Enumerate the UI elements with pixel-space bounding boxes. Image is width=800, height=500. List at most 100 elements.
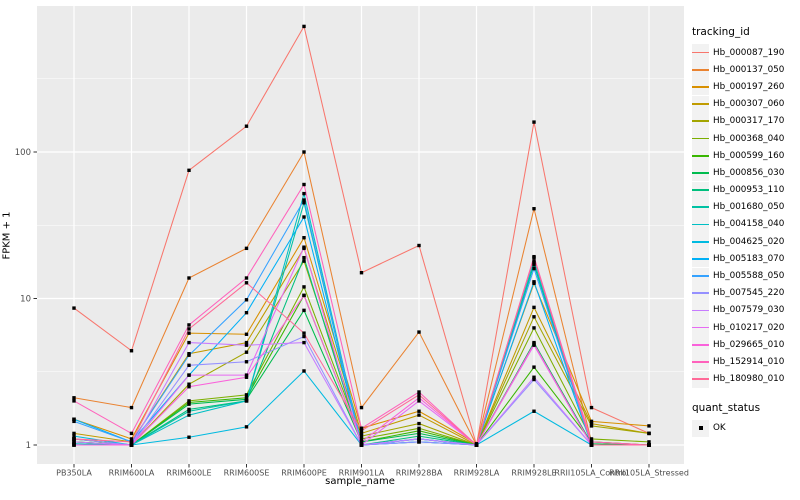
data-point: [417, 390, 421, 394]
legend-item-label: Hb_005588_050: [713, 271, 785, 282]
data-point: [532, 365, 536, 369]
panel-background: [37, 6, 684, 464]
data-point: [359, 426, 364, 431]
data-point: [589, 419, 594, 424]
data-point: [359, 271, 364, 275]
data-point: [187, 435, 191, 439]
legend-key-square-swatch: [692, 419, 709, 437]
data-point: [72, 440, 76, 444]
data-point: [187, 353, 191, 357]
data-point: [244, 373, 249, 377]
legend-line-icon: [692, 275, 709, 277]
data-point: [72, 437, 76, 441]
data-point: [244, 375, 249, 379]
data-point: [72, 443, 76, 447]
legend-key-line-swatch: [692, 44, 709, 62]
data-point: [244, 276, 249, 280]
data-point: [417, 413, 421, 417]
legend-title-tracking-id: tracking_id: [692, 26, 750, 38]
legend-line-icon: [692, 172, 709, 174]
data-point: [244, 246, 249, 251]
x-tick-label: RRIM928LE: [511, 469, 556, 478]
legend-key-line-swatch: [692, 250, 709, 268]
data-point: [532, 255, 536, 260]
data-point: [302, 201, 306, 205]
data-point: [647, 431, 651, 436]
legend-item-label: Hb_005183_070: [713, 253, 785, 264]
data-point: [72, 399, 76, 403]
data-point: [532, 409, 536, 413]
legend-line-icon: [692, 378, 709, 381]
legend: tracking_id Hb_000087_190 Hb_000137_050 Hb…: [692, 26, 798, 437]
legend-key-line-swatch: [692, 112, 709, 130]
legend-item-label: Hb_000317_170: [713, 116, 785, 127]
data-point: [417, 426, 421, 431]
legend-key-line-swatch: [692, 353, 709, 371]
data-point: [244, 425, 249, 429]
legend-item-label: Hb_000307_060: [713, 99, 785, 110]
data-point: [359, 431, 364, 436]
data-point: [417, 429, 421, 433]
legend-item-label: Hb_152914_010: [713, 356, 785, 367]
data-point: [244, 350, 249, 354]
legend-item-label: Hb_000137_050: [713, 64, 785, 75]
data-point: [647, 440, 651, 444]
legend-item-label: Hb_010217_020: [713, 322, 785, 333]
legend-key-line-swatch: [692, 301, 709, 319]
x-tick-label: RRIM600PE: [281, 469, 327, 478]
data-point: [187, 385, 191, 389]
legend-line-icon: [692, 326, 709, 329]
data-point: [302, 255, 306, 260]
data-point: [129, 443, 134, 447]
legend-item-label: Hb_000087_190: [713, 47, 785, 58]
x-axis-title: sample_name: [325, 476, 395, 487]
x-tick-label: RRIM600LE: [166, 469, 211, 478]
legend-item-label: Hb_000197_260: [713, 81, 785, 92]
legend-item: Hb_005183_070: [692, 250, 798, 268]
data-point: [417, 431, 421, 436]
data-point: [302, 24, 306, 29]
plot-panel: 1 10 100 PB350LA RRIM600LA RRIM600LE RRIM600SE…: [15, 6, 689, 478]
legend-line-icon: [692, 240, 709, 243]
data-point: [244, 399, 249, 403]
legend-item: Hb_000317_170: [692, 112, 798, 130]
y-tick-label: 10: [20, 294, 31, 304]
legend-item-label: Hb_004158_040: [713, 219, 785, 230]
data-point: [532, 280, 536, 284]
x-tick-label: PB350LA: [56, 469, 92, 478]
legend-item: Hb_000137_050: [692, 61, 798, 79]
data-point: [72, 419, 76, 424]
x-tick-label: RRIM901LA: [339, 469, 385, 478]
y-tick-label: 1: [26, 441, 31, 451]
data-point: [302, 245, 306, 249]
legend-line-icon: [692, 292, 709, 295]
legend-item: Hb_007579_030: [692, 301, 798, 319]
legend-item: Hb_029665_010: [692, 336, 798, 354]
x-tick-label: RRII105LA_Stressed: [609, 469, 689, 478]
data-point: [187, 331, 191, 335]
data-point: [532, 120, 536, 124]
data-point: [589, 437, 594, 441]
legend-line-icon: [692, 223, 709, 226]
legend-item-label: Hb_029665_010: [713, 339, 785, 350]
legend-line-icon: [692, 361, 709, 363]
quant-legend-item-list: OK: [692, 419, 798, 437]
legend-line-icon: [692, 189, 709, 191]
data-point: [589, 421, 594, 426]
data-point: [302, 308, 306, 313]
legend-key-line-swatch: [692, 215, 709, 233]
legend-key-line-swatch: [692, 130, 709, 148]
data-point: [417, 243, 421, 248]
legend-line-icon: [692, 86, 709, 88]
legend-line-icon: [692, 343, 709, 346]
data-point: [302, 150, 306, 154]
black-square-icon: [698, 426, 703, 431]
data-point: [72, 306, 76, 310]
data-point: [244, 281, 249, 285]
legend-key-line-swatch: [692, 267, 709, 285]
data-point: [129, 405, 134, 410]
data-point: [532, 377, 536, 382]
legend-line-icon: [692, 309, 709, 312]
quant-legend-item: OK: [692, 419, 798, 437]
data-point: [244, 360, 249, 364]
